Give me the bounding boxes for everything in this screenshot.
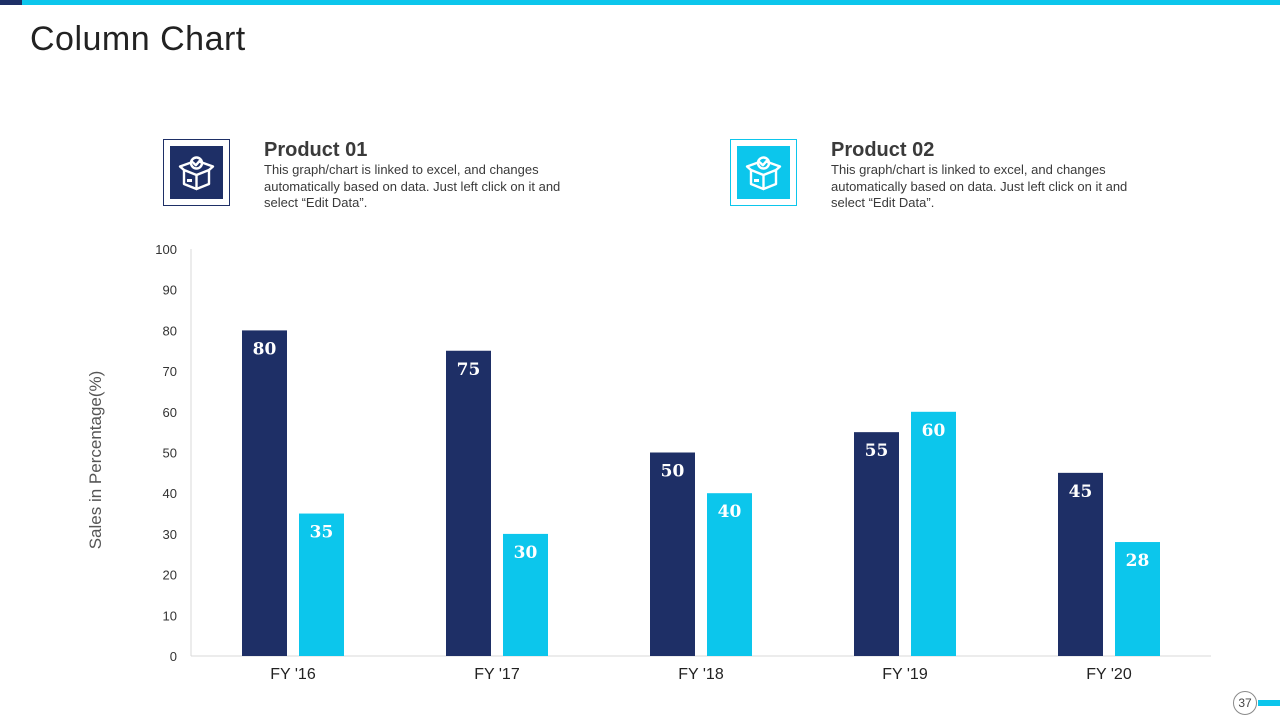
legend-name: Product 01	[264, 139, 368, 161]
y-tick-label: 70	[163, 364, 177, 379]
box-check-icon	[737, 146, 790, 199]
data-label: 60	[922, 421, 946, 441]
y-tick-label: 90	[163, 283, 177, 298]
legend-icon-frame	[730, 139, 797, 206]
y-tick-label: 20	[163, 568, 177, 583]
x-tick-label: FY '18	[678, 666, 724, 683]
page-number: 37	[1233, 691, 1257, 715]
box-check-icon	[170, 146, 223, 199]
bar-product-02	[1115, 542, 1160, 656]
bar-product-02	[707, 493, 752, 656]
bar-product-02	[911, 411, 956, 656]
bar-product-02	[299, 513, 344, 656]
bar-product-01	[242, 330, 287, 656]
bottom-accent-bar	[1258, 700, 1280, 706]
y-tick-label: 80	[163, 323, 177, 338]
data-label: 30	[514, 543, 538, 563]
bar-product-01	[650, 452, 695, 656]
y-tick-label: 30	[163, 527, 177, 542]
x-tick-label: FY '20	[1086, 666, 1132, 683]
legend-name: Product 02	[831, 139, 935, 161]
y-tick-label: 50	[163, 446, 177, 461]
top-accent-corner	[0, 0, 22, 5]
legend-description: This graph/chart is linked to excel, and…	[264, 162, 561, 210]
data-label: 75	[457, 360, 481, 380]
x-tick-label: FY '19	[882, 666, 928, 683]
data-label: 45	[1069, 482, 1093, 502]
legend-item-product-02: Product 02 This graph/chart is linked to…	[730, 139, 1150, 219]
legend-item-product-01: Product 01 This graph/chart is linked to…	[163, 139, 583, 219]
data-label: 40	[718, 502, 742, 522]
bar-product-01	[854, 432, 899, 656]
data-label: 55	[865, 441, 889, 461]
data-label: 35	[310, 523, 334, 543]
bar-product-02	[503, 533, 548, 656]
x-tick-label: FY '16	[270, 666, 316, 683]
legend-description: This graph/chart is linked to excel, and…	[831, 162, 1128, 210]
y-tick-label: 0	[170, 649, 177, 664]
bar-product-01	[1058, 472, 1103, 656]
bar-product-01	[446, 350, 491, 656]
y-tick-label: 100	[155, 242, 177, 257]
page-title: Column Chart	[30, 20, 246, 58]
y-tick-label: 60	[163, 405, 177, 420]
data-label: 28	[1126, 551, 1150, 571]
data-label: 50	[661, 462, 685, 482]
y-tick-label: 40	[163, 486, 177, 501]
legend-icon-frame	[163, 139, 230, 206]
data-label: 80	[253, 339, 277, 359]
top-accent-bar	[0, 0, 1280, 5]
x-tick-label: FY '17	[474, 666, 520, 683]
y-tick-label: 10	[163, 608, 177, 623]
